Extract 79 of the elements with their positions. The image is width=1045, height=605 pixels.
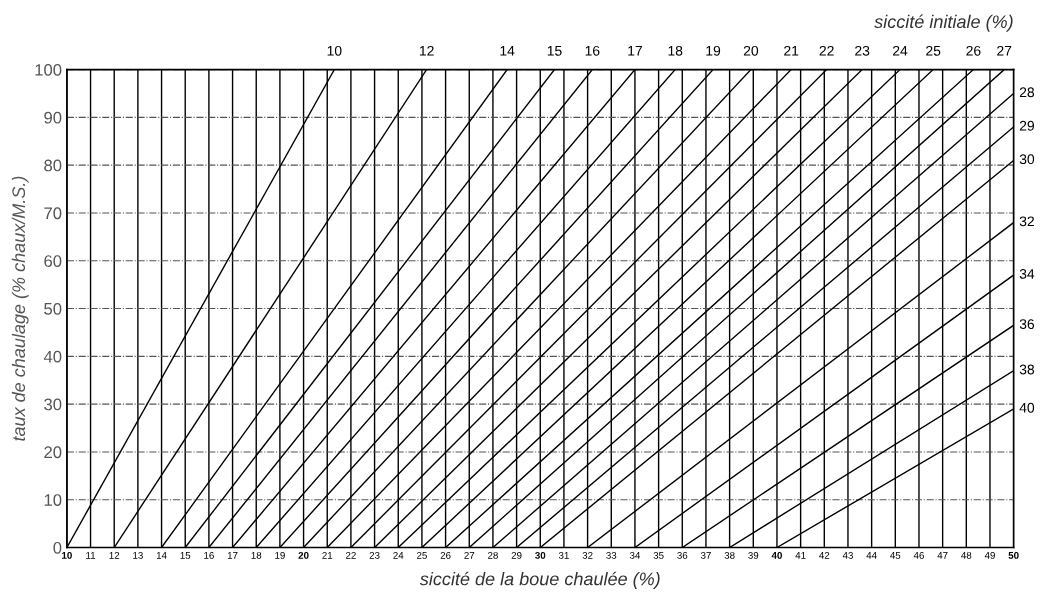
series-label: 26 xyxy=(966,45,981,56)
series-label: 21 xyxy=(784,45,799,56)
x-tick-label: 10 xyxy=(62,551,72,559)
series-label: 29 xyxy=(1019,120,1034,131)
series-label: 24 xyxy=(893,45,908,56)
series-label: 18 xyxy=(668,45,683,56)
series-label: 23 xyxy=(855,45,870,56)
x-tick-label: 34 xyxy=(629,551,641,559)
x-tick-label: 14 xyxy=(156,552,167,559)
x-tick-label: 46 xyxy=(913,551,924,559)
series-label: 19 xyxy=(706,45,721,56)
x-tick-label: 20 xyxy=(298,551,309,559)
chart-title: siccité initiale (%) xyxy=(874,14,1013,32)
series-label: 12 xyxy=(419,45,434,56)
x-tick-label: 42 xyxy=(819,551,830,559)
series-label: 32 xyxy=(1019,216,1034,227)
x-tick-label: 44 xyxy=(866,552,877,559)
x-tick-label: 21 xyxy=(322,551,333,559)
x-tick-label: 12 xyxy=(109,551,120,559)
y-tick-label: 20 xyxy=(44,446,62,459)
series-label: 16 xyxy=(585,45,600,56)
x-tick-label: 45 xyxy=(890,552,901,559)
y-tick-label: 30 xyxy=(44,398,62,411)
x-tick-label: 32 xyxy=(582,551,593,559)
x-tick-label: 23 xyxy=(369,551,380,559)
y-tick-label: 40 xyxy=(43,350,62,363)
x-tick-label: 40 xyxy=(771,551,782,559)
x-tick-label: 28 xyxy=(488,551,498,559)
x-tick-label: 17 xyxy=(227,552,238,559)
x-tick-label: 18 xyxy=(251,551,262,559)
series-label: 34 xyxy=(1019,268,1035,279)
x-tick-label: 48 xyxy=(961,551,972,559)
x-tick-label: 50 xyxy=(1008,551,1019,559)
series-label: 30 xyxy=(1019,154,1035,165)
x-tick-label: 11 xyxy=(86,552,96,559)
series-label: 36 xyxy=(1019,319,1035,330)
y-tick-label: 90 xyxy=(44,111,62,124)
y-tick-label: 0 xyxy=(53,541,62,554)
series-label: 10 xyxy=(327,45,342,56)
x-tick-label: 33 xyxy=(606,551,617,559)
y-tick-label: 50 xyxy=(44,302,62,315)
x-tick-label: 47 xyxy=(937,552,948,559)
y-axis-title: taux de chaulage (% chaux/M.S.) xyxy=(11,176,29,441)
x-tick-label: 38 xyxy=(724,551,735,559)
x-axis-title: siccité de la boue chaulée (%) xyxy=(419,571,660,589)
x-tick-label: 39 xyxy=(748,551,759,559)
y-tick-label: 100 xyxy=(35,63,62,76)
y-tick-label: 10 xyxy=(44,494,62,506)
x-tick-label: 25 xyxy=(417,551,427,559)
series-label: 15 xyxy=(547,46,562,56)
x-tick-label: 22 xyxy=(345,551,356,559)
x-tick-label: 24 xyxy=(393,551,404,559)
series-label: 25 xyxy=(926,45,941,56)
y-tick-label: 80 xyxy=(44,159,62,172)
x-tick-label: 37 xyxy=(700,551,711,559)
x-tick-label: 27 xyxy=(464,551,475,559)
x-tick-label: 19 xyxy=(275,551,285,559)
x-tick-label: 13 xyxy=(133,551,143,559)
series-label: 27 xyxy=(997,45,1012,56)
x-tick-label: 15 xyxy=(180,552,191,559)
y-tick-label: 70 xyxy=(44,207,62,220)
series-label: 40 xyxy=(1019,402,1035,413)
x-tick-label: 43 xyxy=(842,551,853,559)
series-label: 22 xyxy=(819,45,834,56)
series-label: 20 xyxy=(743,45,759,56)
x-tick-label: 30 xyxy=(535,551,546,559)
x-tick-label: 29 xyxy=(511,551,522,559)
series-label: 17 xyxy=(628,46,642,56)
series-label: 38 xyxy=(1019,364,1035,375)
x-tick-label: 36 xyxy=(677,551,688,559)
x-tick-label: 49 xyxy=(984,551,995,559)
x-tick-label: 16 xyxy=(204,551,214,559)
y-tick-label: 60 xyxy=(44,255,62,267)
x-tick-label: 31 xyxy=(558,551,569,559)
x-tick-label: 35 xyxy=(653,551,664,559)
x-tick-label: 26 xyxy=(440,551,451,559)
series-label: 28 xyxy=(1019,87,1035,98)
series-label: 14 xyxy=(500,46,515,56)
x-tick-label: 41 xyxy=(795,552,806,559)
